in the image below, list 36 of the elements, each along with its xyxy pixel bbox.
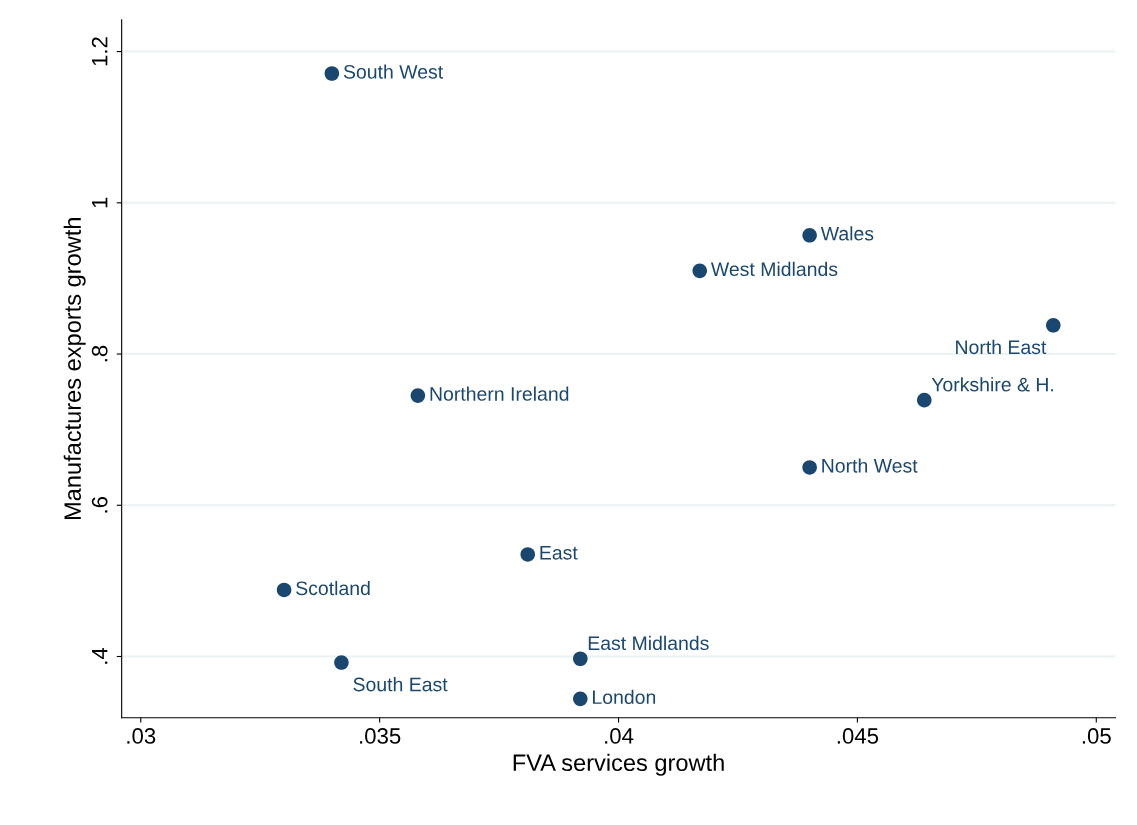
x-axis-title: FVA services growth xyxy=(513,753,724,776)
x-tick-label: .035 xyxy=(360,728,401,744)
point xyxy=(520,547,536,562)
point xyxy=(276,582,292,598)
series-label: South West xyxy=(343,64,444,79)
point xyxy=(692,263,708,279)
point xyxy=(802,228,817,243)
point xyxy=(324,66,340,81)
series-label: Wales xyxy=(820,226,874,241)
point xyxy=(410,388,426,403)
point xyxy=(334,655,349,670)
y-tick-label: 1.2 xyxy=(91,37,108,66)
x-tick-label: .04 xyxy=(605,728,634,744)
series-label: Yorkshire & H. xyxy=(931,377,1054,392)
point xyxy=(917,392,932,408)
x-tick-label: .05 xyxy=(1082,728,1111,744)
x-tick-label: .045 xyxy=(837,728,879,744)
y-tick-label: .4 xyxy=(92,647,108,664)
series-label: South East xyxy=(353,677,448,692)
series-label: East Midlands xyxy=(588,635,709,651)
y-tick-label: 1 xyxy=(92,197,108,208)
series-label: East xyxy=(540,546,578,560)
point xyxy=(573,691,588,707)
series-label: North West xyxy=(822,458,918,473)
series-label: West Midlands xyxy=(710,261,838,277)
series-label: Northern Ireland xyxy=(430,386,569,401)
point xyxy=(802,460,817,475)
y-tick-label: .8 xyxy=(91,345,108,362)
series-label: North East xyxy=(956,339,1047,355)
y-tick-label: .6 xyxy=(91,496,108,513)
point xyxy=(1046,318,1061,333)
x-tick-label: .03 xyxy=(127,728,156,744)
point xyxy=(573,651,588,667)
series-label: London xyxy=(593,689,656,705)
series-label: Scotland xyxy=(296,580,370,596)
y-axis-title: Manufactures exports growth xyxy=(63,218,86,520)
